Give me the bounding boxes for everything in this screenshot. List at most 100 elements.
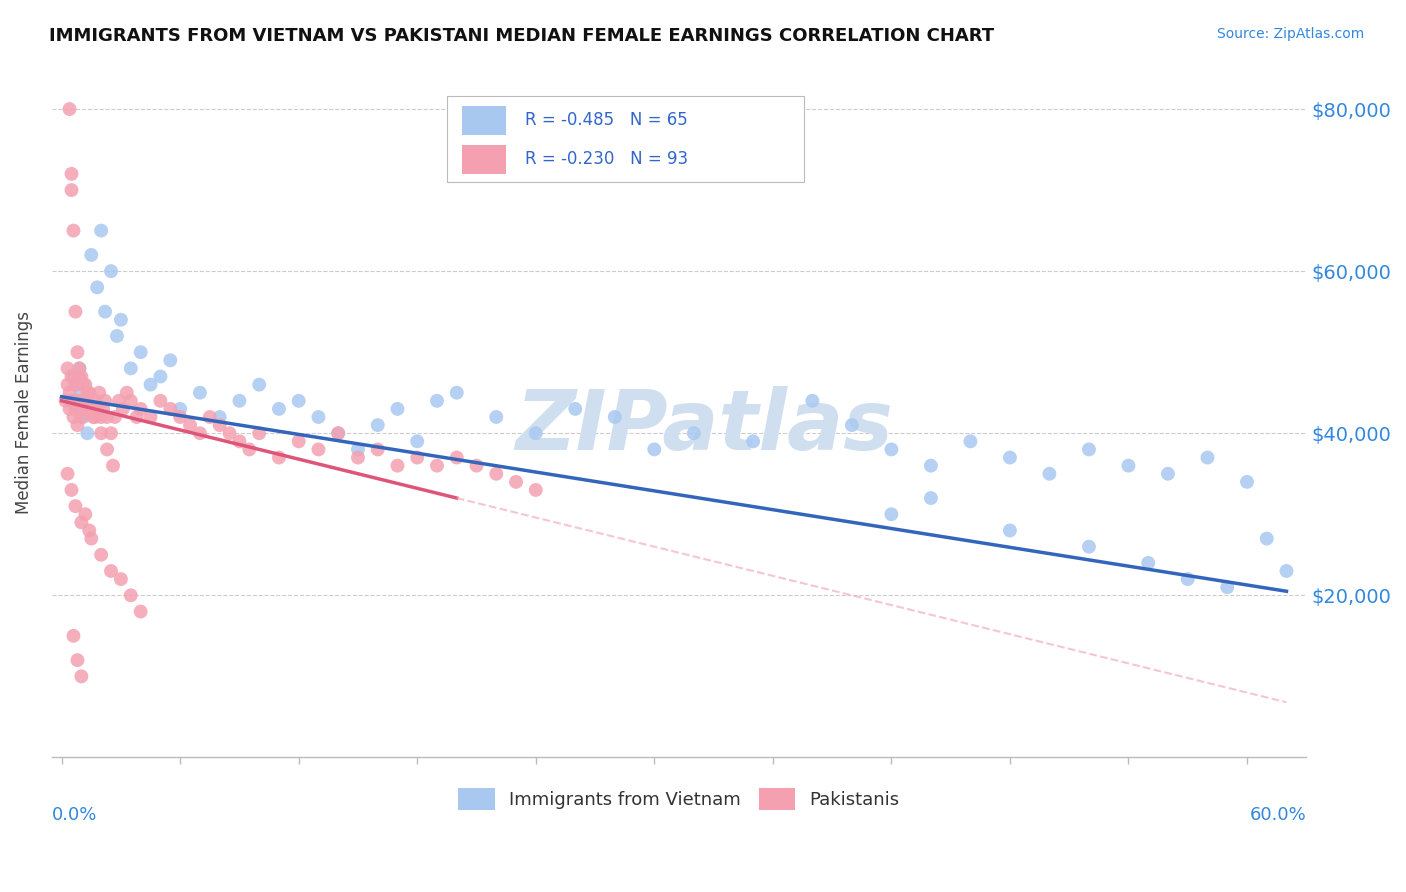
Point <box>76 393 98 408</box>
Point <box>79 401 101 416</box>
Point <box>129 345 152 359</box>
Point <box>60 369 83 384</box>
Point <box>139 410 162 425</box>
Point <box>998 450 1021 465</box>
Point <box>56 377 79 392</box>
Text: 60.0%: 60.0% <box>1250 805 1306 823</box>
Point <box>70 516 93 530</box>
Point <box>603 410 626 425</box>
Point <box>485 467 508 481</box>
Point <box>1077 540 1099 554</box>
Point <box>66 345 89 359</box>
Point <box>75 377 97 392</box>
Point <box>347 442 370 457</box>
Point <box>60 483 83 497</box>
Point <box>66 377 89 392</box>
Point <box>307 410 329 425</box>
Point <box>82 410 104 425</box>
Point <box>218 426 240 441</box>
Point <box>96 410 118 425</box>
Point <box>120 588 142 602</box>
Point <box>524 426 547 441</box>
Point <box>90 224 112 238</box>
Point <box>247 426 270 441</box>
Point <box>72 401 94 416</box>
Point <box>149 369 172 384</box>
Point <box>86 401 108 416</box>
Point <box>72 410 94 425</box>
Point <box>62 393 84 408</box>
Point <box>446 450 468 465</box>
Point <box>84 393 107 408</box>
Point <box>426 393 449 408</box>
Point <box>70 669 93 683</box>
Point <box>65 401 87 416</box>
Legend: Immigrants from Vietnam, Pakistanis: Immigrants from Vietnam, Pakistanis <box>451 780 907 817</box>
Point <box>406 450 429 465</box>
Point <box>66 393 89 408</box>
Point <box>86 280 108 294</box>
Point <box>129 401 152 416</box>
Point <box>62 369 84 384</box>
Point <box>287 434 309 449</box>
Point <box>90 410 112 425</box>
Point <box>110 312 132 326</box>
Point <box>101 458 124 473</box>
Point <box>742 434 765 449</box>
Point <box>1038 467 1060 481</box>
Point <box>56 467 79 481</box>
Point <box>67 401 90 416</box>
Point <box>139 377 162 392</box>
Text: R = -0.485   N = 65: R = -0.485 N = 65 <box>524 112 688 129</box>
Point <box>198 410 221 425</box>
Point <box>120 361 142 376</box>
Point <box>159 353 181 368</box>
Point <box>682 426 704 441</box>
Point <box>1157 467 1180 481</box>
Point <box>238 442 260 457</box>
Point <box>80 532 103 546</box>
Point <box>72 377 94 392</box>
Point <box>485 410 508 425</box>
Point <box>208 410 231 425</box>
Point <box>96 442 118 457</box>
Text: IMMIGRANTS FROM VIETNAM VS PAKISTANI MEDIAN FEMALE EARNINGS CORRELATION CHART: IMMIGRANTS FROM VIETNAM VS PAKISTANI MED… <box>49 27 994 45</box>
Point <box>880 442 903 457</box>
Point <box>426 458 449 473</box>
Point <box>387 401 409 416</box>
Bar <box>447 96 804 182</box>
Point <box>801 393 824 408</box>
Point <box>446 385 468 400</box>
Point <box>287 393 309 408</box>
Point <box>120 393 142 408</box>
Point <box>65 499 87 513</box>
Point <box>70 385 93 400</box>
Point <box>125 410 148 425</box>
Point <box>208 418 231 433</box>
Point <box>60 167 83 181</box>
Point <box>100 564 122 578</box>
Point <box>70 369 93 384</box>
Point <box>67 361 90 376</box>
Point <box>1118 458 1140 473</box>
Point <box>1256 532 1278 546</box>
Point <box>1216 580 1239 594</box>
Point <box>70 393 93 408</box>
Point <box>65 401 87 416</box>
Point <box>920 458 942 473</box>
Point <box>100 264 122 278</box>
Point <box>104 410 127 425</box>
Point <box>524 483 547 497</box>
Y-axis label: Median Female Earnings: Median Female Earnings <box>15 311 32 515</box>
Point <box>307 442 329 457</box>
Text: Source: ZipAtlas.com: Source: ZipAtlas.com <box>1216 27 1364 41</box>
Point <box>75 508 97 522</box>
Point <box>65 304 87 318</box>
Point <box>84 410 107 425</box>
Point <box>149 393 172 408</box>
Text: ZIPatlas: ZIPatlas <box>515 386 893 467</box>
Point <box>105 329 128 343</box>
Point <box>60 393 83 408</box>
Point <box>367 442 389 457</box>
Point <box>998 524 1021 538</box>
